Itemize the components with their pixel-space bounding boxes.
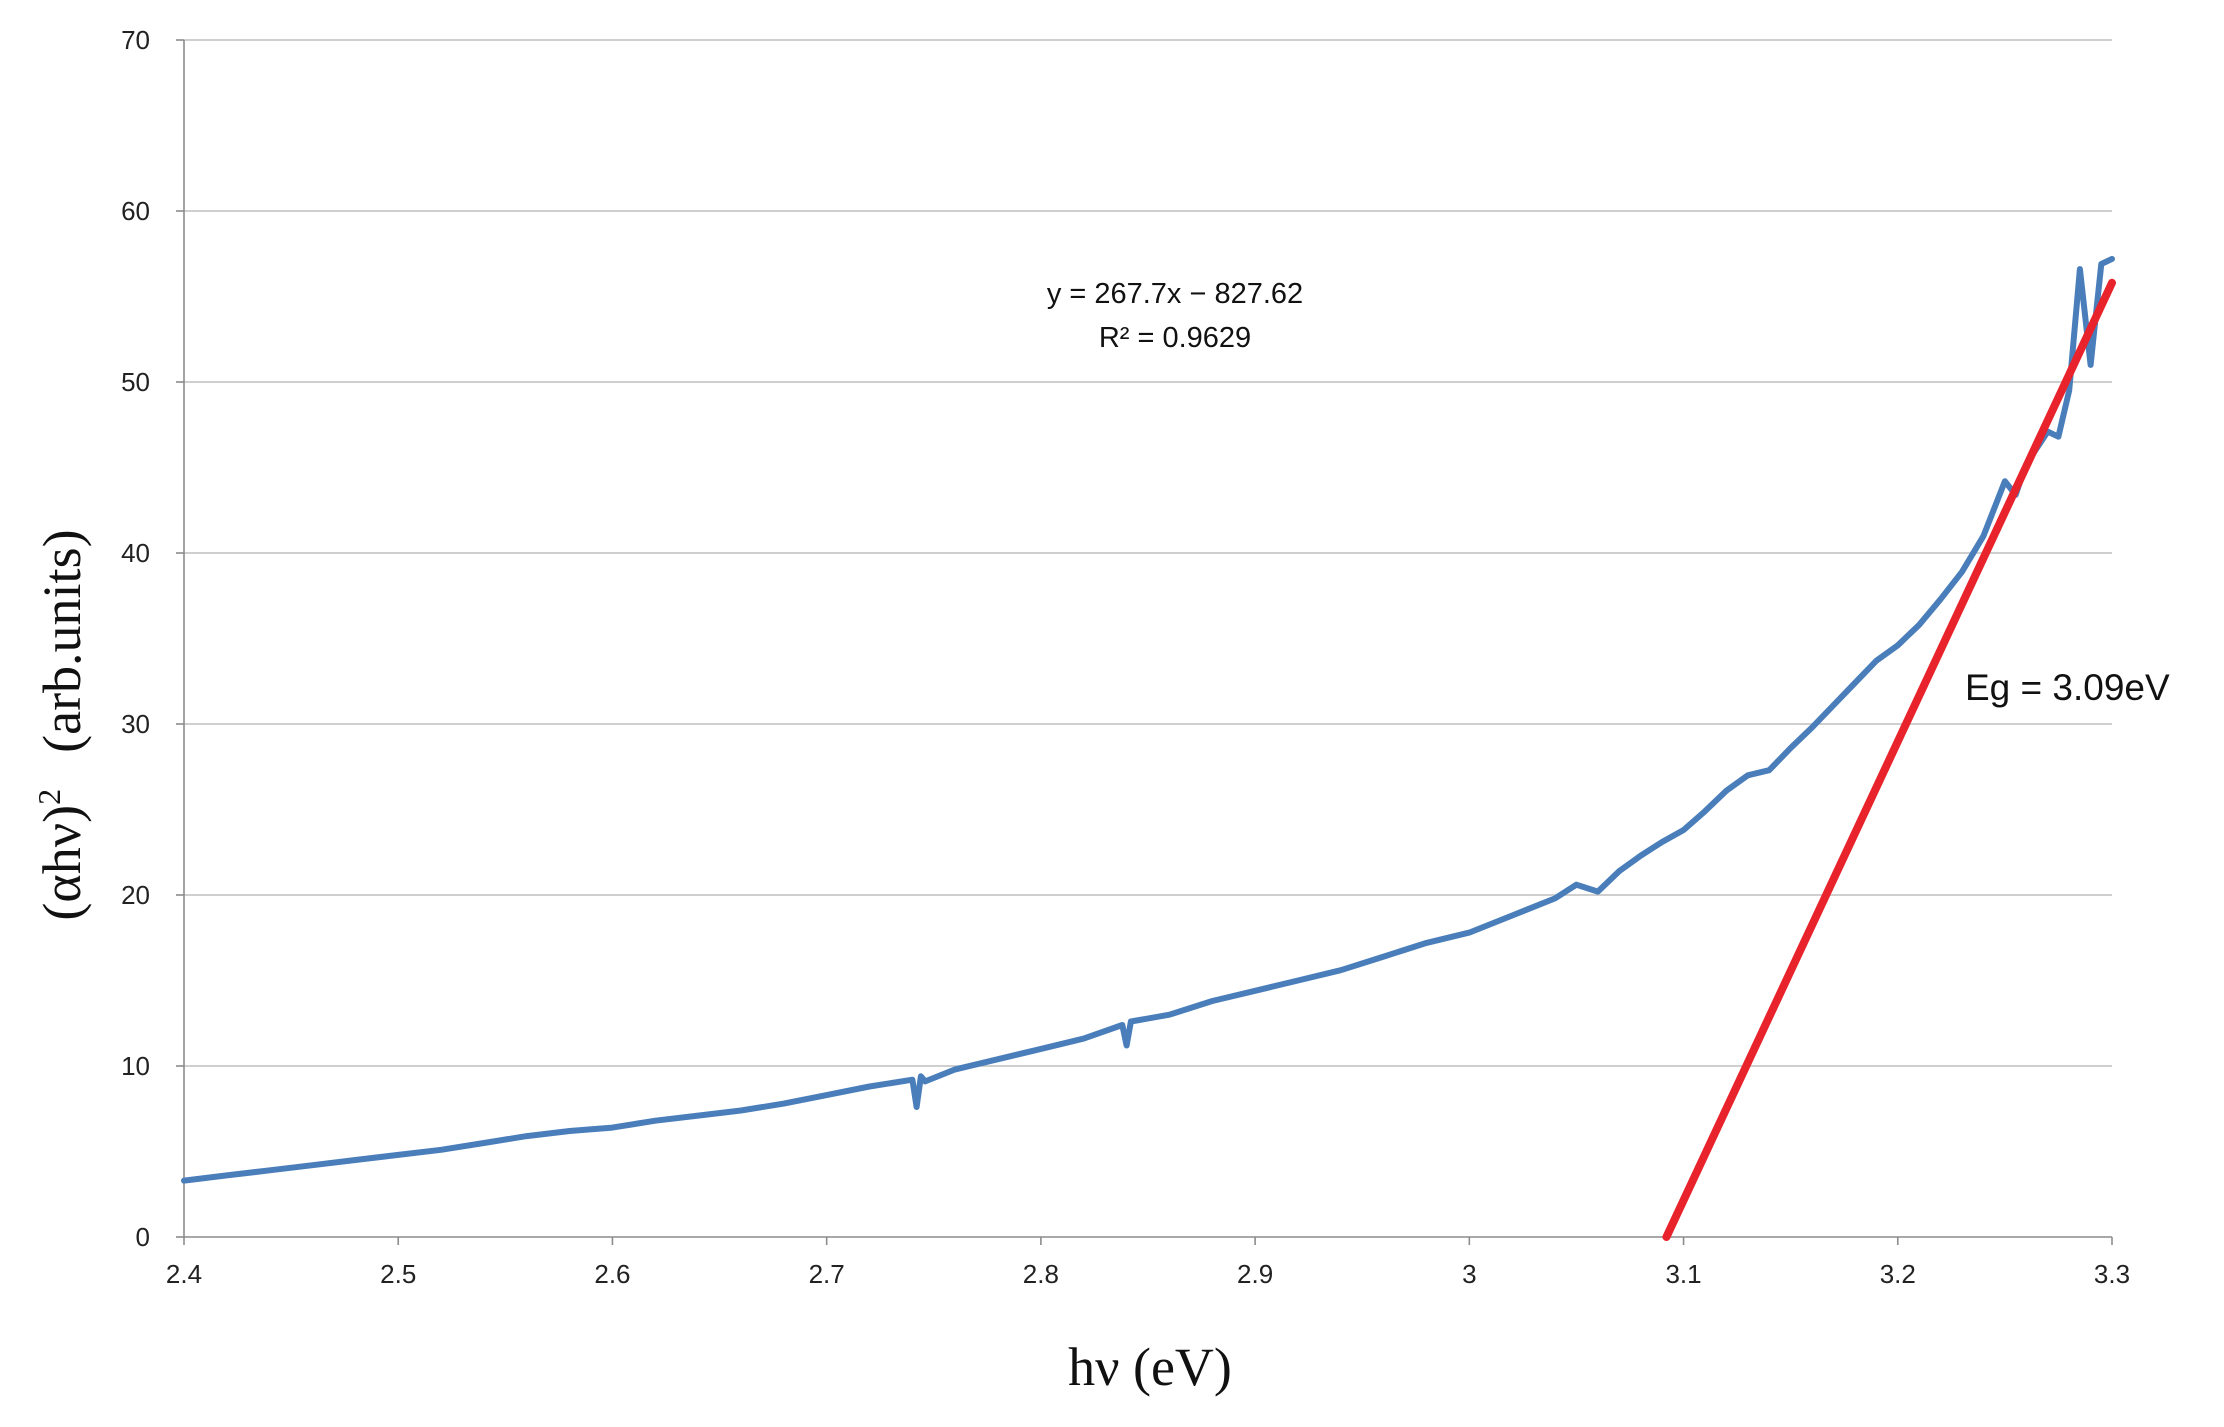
x-tick-label-9: 3.3	[2094, 1259, 2130, 1289]
y-tick-label-4: 40	[121, 538, 150, 568]
band-gap-annotation: Eg = 3.09eV	[1965, 667, 2170, 708]
y-axis-label-unit: (arb.units)	[32, 529, 92, 752]
x-tick-label-1: 2.5	[380, 1259, 416, 1289]
x-tick-label-4: 2.8	[1023, 1259, 1059, 1289]
x-axis-label: hν (eV)	[1068, 1337, 1232, 1397]
y-tick-label-5: 50	[121, 367, 150, 397]
x-tick-label-8: 3.2	[1880, 1259, 1916, 1289]
y-axis-label-group: (αhν)2 (arb.units)	[31, 529, 92, 920]
absorption-series-line-0	[181, 255, 2115, 1184]
y-tick-label-1: 10	[121, 1051, 150, 1081]
series-layer	[181, 255, 2115, 1184]
linear-fit-line	[1662, 278, 2116, 1241]
x-tick-label-2: 2.6	[594, 1259, 630, 1289]
y-tick-label-6: 60	[121, 196, 150, 226]
grid-layer	[184, 39, 2112, 1067]
equation-annotation: y = 267.7x − 827.62	[1047, 278, 1303, 310]
y-axis-label-main: (αhν)	[32, 805, 92, 921]
x-tick-label-6: 3	[1462, 1259, 1476, 1289]
y-tick-label-2: 20	[121, 880, 150, 910]
y-tick-label-3: 30	[121, 709, 150, 739]
x-tick-label-0: 2.4	[166, 1259, 202, 1289]
fit-layer	[1662, 278, 2116, 1241]
x-tick-label-7: 3.1	[1665, 1259, 1701, 1289]
x-tick-label-5: 2.9	[1237, 1259, 1273, 1289]
tick-layer: 0 10 20 30 40 50 60 70 2.4 2.5 2.6 2.7 2.8 2.9 3 3.1 3.2…	[121, 25, 2130, 1289]
y-axis-label-superscript: 2	[31, 789, 67, 805]
x-tick-label-3: 2.7	[809, 1259, 845, 1289]
y-tick-label-7: 70	[121, 25, 150, 55]
y-axis-label: (αhν)2 (arb.units)	[31, 529, 92, 920]
axis-layer	[183, 40, 2112, 1238]
y-tick-label-0: 0	[136, 1222, 150, 1252]
r-squared-annotation: R² = 0.9629	[1099, 322, 1251, 354]
